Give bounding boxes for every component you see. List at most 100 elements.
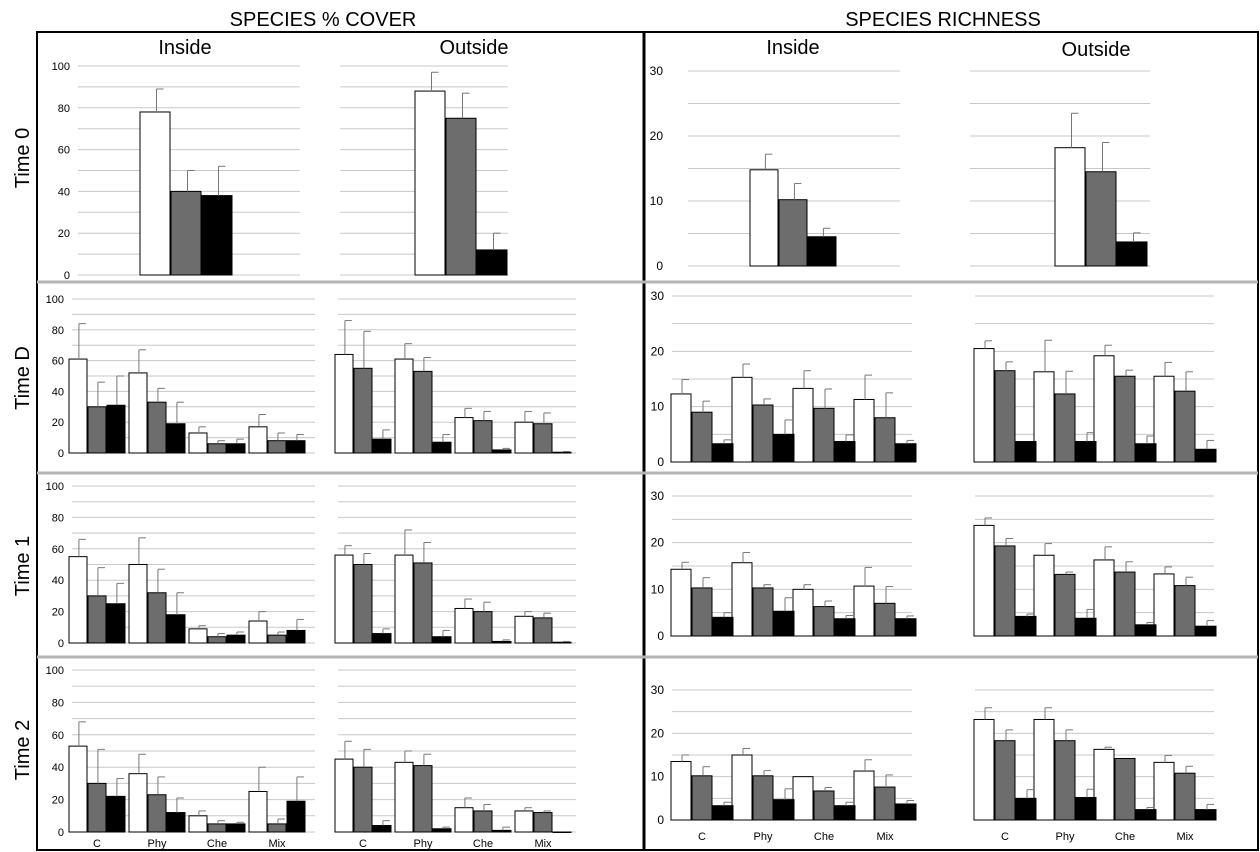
- bar: [1153, 761, 1175, 821]
- bar: [552, 641, 572, 644]
- y-tick-label: 80: [52, 697, 64, 709]
- bar: [473, 810, 493, 833]
- chart-rich-outside-td: [973, 295, 1217, 463]
- bar: [895, 803, 917, 821]
- chart-cover-inside-t1: 0 20 40 60 80 100: [46, 481, 315, 650]
- bar: [807, 236, 837, 267]
- chart-rich-outside-t2: C Phy Che Mix: [973, 689, 1217, 843]
- bar: [166, 812, 186, 833]
- bar: [492, 640, 512, 644]
- bar: [773, 799, 795, 821]
- bar: [973, 718, 995, 821]
- category-label: Phy: [148, 838, 167, 850]
- bar: [248, 620, 268, 644]
- y-tick-label: 40: [52, 762, 64, 774]
- category-label: Mix: [876, 831, 894, 843]
- bar: [248, 791, 268, 833]
- bar: [394, 554, 414, 644]
- bar: [445, 117, 477, 276]
- bar: [476, 249, 508, 276]
- bar: [712, 443, 734, 463]
- bar: [773, 433, 795, 463]
- bar: [874, 417, 896, 463]
- chart-cover-inside-t0: 0 20 40 60 80 100: [52, 61, 300, 282]
- bar: [147, 794, 167, 833]
- y-tick-label: 60: [52, 356, 64, 368]
- bar: [895, 618, 917, 637]
- y-tick-label: 10: [651, 770, 665, 784]
- bar: [1015, 441, 1037, 463]
- bar: [670, 761, 692, 821]
- bar: [834, 441, 856, 463]
- y-tick-label: 20: [651, 726, 665, 740]
- y-tick-label: 100: [46, 665, 64, 677]
- richness-header: SPECIES RICHNESS: [845, 9, 1041, 31]
- bar: [874, 786, 896, 821]
- bar: [1153, 375, 1175, 463]
- bar: [895, 443, 917, 463]
- bar: [834, 618, 856, 637]
- y-tick-label: 100: [46, 294, 64, 306]
- bar: [207, 636, 227, 644]
- bar: [552, 831, 572, 833]
- category-label: Che: [1115, 831, 1135, 843]
- row-label-time-0: Time 0: [12, 128, 34, 188]
- y-tick-label: 20: [52, 417, 64, 429]
- bar: [1033, 554, 1055, 637]
- bar: [394, 358, 414, 454]
- bar: [1174, 772, 1196, 821]
- bar: [166, 423, 186, 454]
- bar: [973, 348, 995, 463]
- bar: [533, 617, 553, 644]
- y-tick-label: 20: [52, 795, 64, 807]
- y-tick-label: 0: [64, 270, 70, 282]
- bar: [813, 790, 835, 821]
- y-tick-label: 100: [46, 481, 64, 493]
- bar: [147, 401, 167, 454]
- bar: [1085, 171, 1117, 267]
- richness-inside-label: Inside: [766, 37, 819, 59]
- bar: [147, 592, 167, 644]
- category-label: C: [1001, 831, 1009, 843]
- bar: [533, 423, 553, 454]
- bar: [372, 438, 392, 454]
- bar: [712, 805, 734, 821]
- bar: [1174, 390, 1196, 463]
- bar: [413, 765, 433, 833]
- bar: [1135, 809, 1157, 821]
- bar: [1114, 757, 1136, 821]
- bar: [432, 636, 452, 644]
- bar: [1033, 718, 1055, 821]
- bar: [334, 353, 354, 454]
- chart-rich-inside-td: 0 10 20 30: [651, 289, 917, 469]
- y-tick-label: 0: [657, 629, 664, 643]
- bar: [834, 805, 856, 821]
- chart-cover-outside-t0: [340, 65, 508, 276]
- bar: [1174, 585, 1196, 637]
- bar: [128, 773, 148, 833]
- bar: [514, 810, 534, 833]
- chart-cover-inside-td: 0 20 40 60 80 100: [46, 294, 315, 460]
- chart-rich-outside-t0: [970, 70, 1150, 267]
- chart-rich-outside-t1: [973, 495, 1217, 637]
- y-tick-label: 60: [52, 544, 64, 556]
- category-label: Phy: [1056, 831, 1075, 843]
- y-tick-label: 100: [52, 61, 70, 73]
- category-label: C: [698, 831, 706, 843]
- bar: [106, 795, 126, 833]
- bar: [267, 440, 287, 454]
- bar: [286, 629, 306, 644]
- bar: [1054, 393, 1076, 463]
- bar: [353, 564, 373, 644]
- category-label: Phy: [754, 831, 773, 843]
- bar: [994, 370, 1016, 463]
- chart-rich-inside-t1: 0 10 20 30: [651, 489, 917, 643]
- y-tick-label: 80: [58, 103, 70, 115]
- category-label: Mix: [268, 838, 286, 850]
- y-tick-label: 80: [52, 512, 64, 524]
- bar: [752, 775, 774, 821]
- bar: [691, 411, 713, 463]
- chart-cover-outside-t1: [334, 485, 576, 644]
- bar: [454, 607, 474, 644]
- bar: [1195, 809, 1217, 821]
